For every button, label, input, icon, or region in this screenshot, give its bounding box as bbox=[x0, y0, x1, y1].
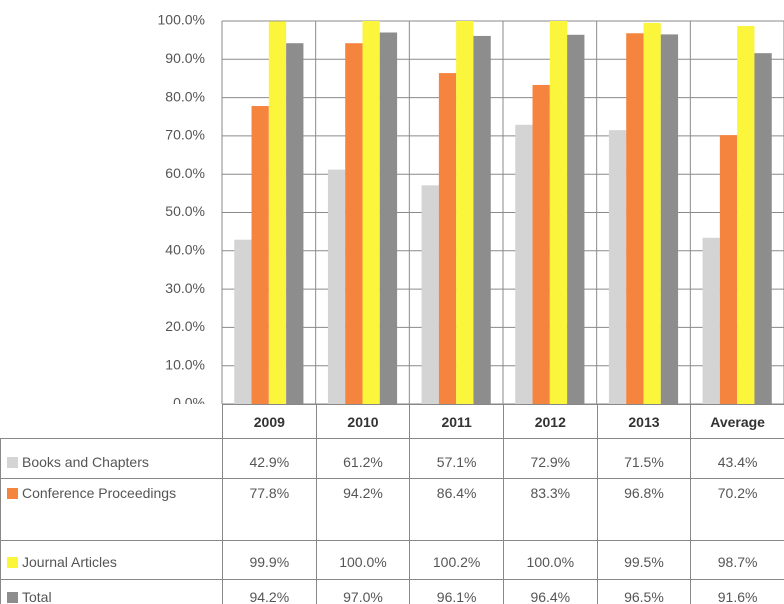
bar bbox=[719, 135, 738, 404]
bar bbox=[251, 106, 269, 404]
series-name: Journal Articles bbox=[22, 554, 117, 570]
bar bbox=[473, 35, 491, 404]
table-cell: 100.0% bbox=[315, 540, 411, 580]
table-cell: 97.0% bbox=[315, 579, 411, 604]
series-name: Books and Chapters bbox=[22, 454, 149, 470]
bar bbox=[702, 237, 720, 404]
table-cell: 96.5% bbox=[596, 579, 692, 604]
table-cell: 43.4% bbox=[690, 438, 784, 479]
bar bbox=[515, 124, 533, 404]
y-tick-label: 0.0% bbox=[173, 395, 205, 404]
y-tick-label: 90.0% bbox=[165, 50, 205, 66]
table-cell: 100.0% bbox=[502, 540, 598, 580]
series-name: Conference Proceedings bbox=[22, 485, 177, 501]
table-cell: 91.6% bbox=[690, 579, 784, 604]
y-tick-label: 30.0% bbox=[165, 280, 205, 296]
table-cell: 77.8% bbox=[222, 478, 317, 541]
y-tick-label: 100.0% bbox=[158, 12, 205, 28]
bar bbox=[421, 185, 439, 404]
bar bbox=[608, 130, 627, 404]
y-tick-label: 20.0% bbox=[165, 318, 205, 334]
table-cell: 83.3% bbox=[502, 478, 598, 541]
category-header: 2010 bbox=[315, 404, 411, 439]
table-cell: 86.4% bbox=[409, 478, 504, 541]
table-cell: 94.2% bbox=[222, 579, 317, 604]
bar bbox=[327, 169, 346, 404]
y-tick-label: 40.0% bbox=[165, 242, 205, 258]
row-label: Conference Proceedings bbox=[0, 478, 223, 541]
bar bbox=[234, 239, 252, 404]
bar bbox=[286, 43, 304, 404]
bars bbox=[234, 21, 772, 404]
y-tick-label: 70.0% bbox=[165, 127, 205, 143]
table-cell: 61.2% bbox=[315, 438, 411, 479]
header-row: 2009 2010 2011 2012 2013 Average bbox=[0, 404, 784, 439]
bar bbox=[754, 53, 772, 404]
table-cell: 57.1% bbox=[409, 438, 504, 479]
bar bbox=[549, 21, 568, 404]
bar bbox=[438, 73, 457, 404]
row-label: Journal Articles bbox=[0, 540, 223, 580]
table-cell: 99.5% bbox=[596, 540, 692, 580]
bar bbox=[643, 22, 661, 404]
y-tick-label: 10.0% bbox=[165, 356, 205, 372]
bar bbox=[532, 84, 550, 404]
table-cell: 70.2% bbox=[690, 478, 784, 541]
table-cell: 96.4% bbox=[502, 579, 598, 604]
legend-swatch bbox=[7, 557, 18, 568]
row-label: Total bbox=[0, 579, 223, 604]
series-name: Total bbox=[22, 589, 52, 604]
legend-swatch bbox=[7, 488, 18, 499]
data-row: Journal Articles 99.9% 100.0% 100.2% 100.0% 9… bbox=[0, 540, 784, 580]
bar bbox=[456, 21, 474, 404]
bar bbox=[660, 34, 679, 404]
data-row: Total 94.2% 97.0% 96.1% 96.4% 96.5% 91.6% bbox=[0, 579, 784, 604]
table-cell: 96.1% bbox=[409, 579, 504, 604]
grid bbox=[221, 20, 784, 404]
legend-swatch bbox=[7, 457, 18, 468]
chart: 0.0% 10.0% 20.0% 30.0% 40.0% 50.0% 60.0% 70.0% 8… bbox=[158, 12, 784, 404]
table-cell: 100.2% bbox=[409, 540, 504, 580]
y-tick-label: 80.0% bbox=[165, 88, 205, 104]
bar bbox=[268, 21, 287, 404]
header-blank bbox=[0, 404, 223, 439]
category-header: Average bbox=[690, 404, 784, 439]
legend-swatch bbox=[7, 592, 18, 603]
bar bbox=[362, 21, 380, 404]
bar bbox=[345, 43, 363, 404]
category-header: 2011 bbox=[409, 404, 504, 439]
data-row: Conference Proceedings 77.8% 94.2% 86.4% 83.… bbox=[0, 478, 784, 541]
category-header: 2013 bbox=[596, 404, 692, 439]
bar bbox=[379, 32, 398, 404]
table: 2009 2010 2011 2012 2013 Average Books and Cha… bbox=[0, 404, 784, 604]
category-header: 2009 bbox=[222, 404, 317, 439]
bar bbox=[626, 33, 644, 404]
bar bbox=[737, 25, 755, 404]
table-cell: 96.8% bbox=[596, 478, 692, 541]
table-cell: 42.9% bbox=[222, 438, 317, 479]
table-cell: 72.9% bbox=[502, 438, 598, 479]
data-table: 2009 2010 2011 2012 2013 Average Books and Cha… bbox=[0, 404, 784, 604]
table-cell: 71.5% bbox=[596, 438, 692, 479]
y-tick-label: 50.0% bbox=[165, 203, 205, 219]
category-header: 2012 bbox=[502, 404, 598, 439]
bar bbox=[567, 34, 585, 404]
row-label: Books and Chapters bbox=[0, 438, 223, 479]
table-cell: 98.7% bbox=[690, 540, 784, 580]
table-cell: 99.9% bbox=[222, 540, 317, 580]
y-tick-label: 60.0% bbox=[165, 165, 205, 181]
table-cell: 94.2% bbox=[315, 478, 411, 541]
data-row: Books and Chapters 42.9% 61.2% 57.1% 72.9% 71… bbox=[0, 438, 784, 479]
